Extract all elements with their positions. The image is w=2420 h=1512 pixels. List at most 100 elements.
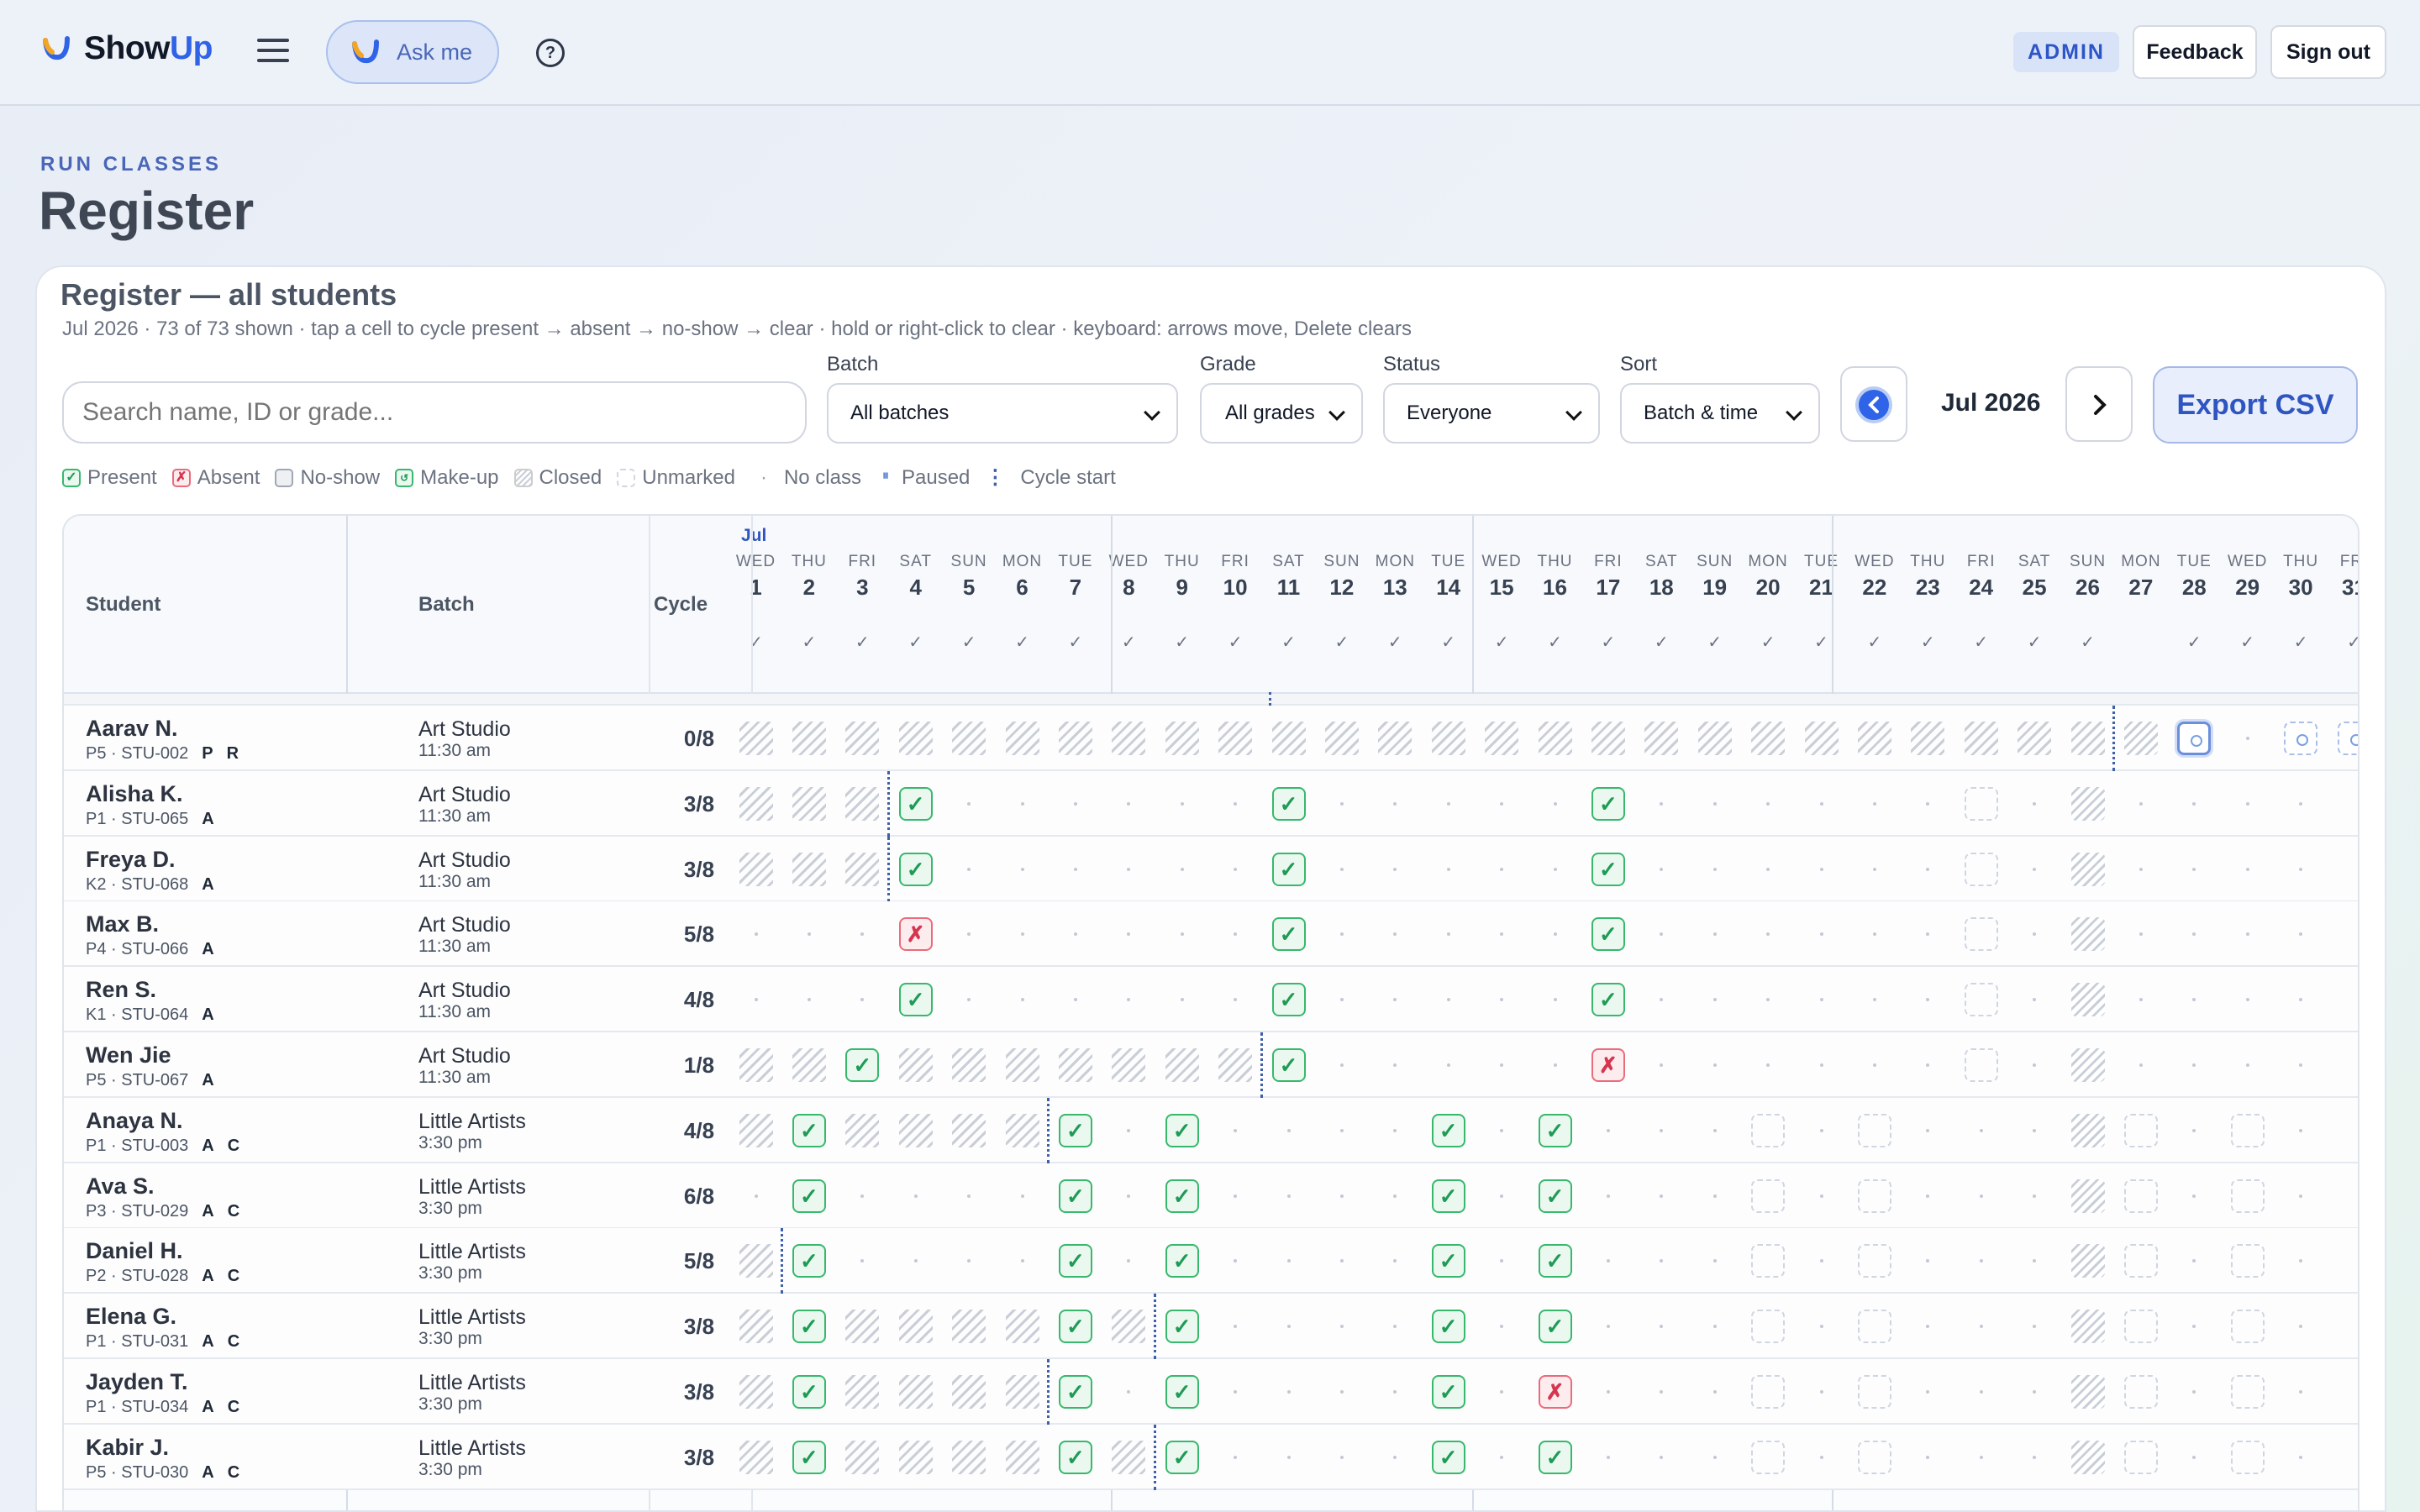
- closed-cell[interactable]: [2061, 1294, 2114, 1359]
- empty-cell[interactable]: [2114, 1359, 2167, 1425]
- paused-cell[interactable]: [1635, 706, 1688, 771]
- no-class-cell[interactable]: [836, 1228, 889, 1294]
- no-class-cell[interactable]: [1315, 901, 1368, 967]
- no-class-cell[interactable]: [1848, 901, 1901, 967]
- no-class-cell[interactable]: [1954, 1228, 2007, 1294]
- no-class-cell[interactable]: [1102, 1359, 1155, 1425]
- no-class-cell[interactable]: [1902, 1359, 1954, 1425]
- present-cell[interactable]: ✓: [1422, 1098, 1475, 1163]
- no-class-cell[interactable]: [1528, 901, 1581, 967]
- no-class-cell[interactable]: [1742, 1032, 1795, 1098]
- no-class-cell[interactable]: [1902, 1032, 1954, 1098]
- mark-all-check-icon[interactable]: ✓: [1121, 633, 1136, 652]
- no-class-cell[interactable]: [782, 967, 835, 1032]
- no-class-cell[interactable]: [1528, 967, 1581, 1032]
- no-class-cell[interactable]: [2008, 1032, 2061, 1098]
- no-class-cell[interactable]: [1795, 1359, 1848, 1425]
- no-class-cell[interactable]: [836, 901, 889, 967]
- no-class-cell[interactable]: [836, 1163, 889, 1229]
- feedback-button[interactable]: Feedback: [2133, 25, 2257, 79]
- paused-cell[interactable]: [943, 1294, 996, 1359]
- mark-all-check-icon[interactable]: ✓: [802, 633, 817, 652]
- empty-cell[interactable]: [1848, 1359, 1901, 1425]
- no-class-cell[interactable]: [1635, 1294, 1688, 1359]
- paused-cell[interactable]: [889, 1098, 942, 1163]
- paused-cell[interactable]: [1369, 706, 1422, 771]
- no-class-cell[interactable]: [1209, 1163, 1262, 1229]
- no-class-cell[interactable]: [1369, 1163, 1422, 1229]
- paused-cell[interactable]: [943, 1359, 996, 1425]
- help-icon[interactable]: ?: [536, 39, 565, 67]
- no-class-cell[interactable]: [1954, 1098, 2007, 1163]
- paused-cell[interactable]: [836, 1098, 889, 1163]
- paused-cell[interactable]: [782, 771, 835, 837]
- prev-month-button[interactable]: [1840, 366, 1907, 442]
- mark-all-check-icon[interactable]: ✓: [1760, 633, 1776, 652]
- no-class-cell[interactable]: [1635, 1359, 1688, 1425]
- no-class-cell[interactable]: [1581, 1098, 1634, 1163]
- no-class-cell[interactable]: [2008, 1163, 2061, 1229]
- closed-cell[interactable]: [2061, 1098, 2114, 1163]
- present-cell[interactable]: ✓: [1155, 1359, 1208, 1425]
- no-class-cell[interactable]: [1369, 1425, 1422, 1490]
- empty-cell[interactable]: [1848, 1098, 1901, 1163]
- empty-cell[interactable]: [2221, 1228, 2274, 1294]
- present-cell[interactable]: ✓: [782, 1228, 835, 1294]
- no-class-cell[interactable]: [1102, 1163, 1155, 1229]
- no-class-cell[interactable]: [1102, 1098, 1155, 1163]
- empty-cell[interactable]: [1742, 1098, 1795, 1163]
- empty-cell[interactable]: [2114, 1425, 2167, 1490]
- paused-cell[interactable]: [729, 1032, 782, 1098]
- present-cell[interactable]: ✓: [1049, 1294, 1102, 1359]
- no-class-cell[interactable]: [1848, 771, 1901, 837]
- no-class-cell[interactable]: [2008, 967, 2061, 1032]
- no-class-cell[interactable]: [943, 967, 996, 1032]
- no-class-cell[interactable]: [1422, 901, 1475, 967]
- closed-cell[interactable]: [2061, 771, 2114, 837]
- mark-all-check-icon[interactable]: ✓: [1601, 633, 1616, 652]
- sign-out-button[interactable]: Sign out: [2270, 25, 2386, 79]
- empty-cell[interactable]: [1954, 967, 2007, 1032]
- no-class-cell[interactable]: [1795, 1228, 1848, 1294]
- present-cell[interactable]: ✓: [1581, 837, 1634, 902]
- no-class-cell[interactable]: [1742, 837, 1795, 902]
- no-class-cell[interactable]: [1315, 837, 1368, 902]
- no-class-cell[interactable]: [2275, 1294, 2328, 1359]
- paused-cell[interactable]: [1528, 706, 1581, 771]
- mark-all-check-icon[interactable]: ✓: [1920, 633, 1935, 652]
- next-month-button[interactable]: [2065, 366, 2133, 442]
- no-class-cell[interactable]: [729, 1163, 782, 1229]
- no-class-cell[interactable]: [2008, 1359, 2061, 1425]
- paused-cell[interactable]: [943, 706, 996, 771]
- no-class-cell[interactable]: [1369, 1359, 1422, 1425]
- no-class-cell[interactable]: [2008, 1228, 2061, 1294]
- no-class-cell[interactable]: [782, 901, 835, 967]
- absent-cell[interactable]: ✗: [889, 901, 942, 967]
- present-cell[interactable]: ✓: [782, 1425, 835, 1490]
- no-class-cell[interactable]: [1742, 967, 1795, 1032]
- no-class-cell[interactable]: [1954, 1163, 2007, 1229]
- no-class-cell[interactable]: [2114, 967, 2167, 1032]
- no-class-cell[interactable]: [996, 967, 1049, 1032]
- no-class-cell[interactable]: [2114, 1032, 2167, 1098]
- no-class-cell[interactable]: [1476, 1032, 1528, 1098]
- paused-cell[interactable]: [2061, 706, 2114, 771]
- present-cell[interactable]: ✓: [782, 1294, 835, 1359]
- mark-all-check-icon[interactable]: ✓: [2027, 633, 2042, 652]
- mark-all-check-icon[interactable]: ✓: [2293, 633, 2308, 652]
- empty-cell[interactable]: [2114, 1294, 2167, 1359]
- no-class-cell[interactable]: [1688, 1163, 1741, 1229]
- mark-all-check-icon[interactable]: ✓: [1281, 633, 1296, 652]
- no-class-cell[interactable]: [1635, 1163, 1688, 1229]
- closed-cell[interactable]: [2114, 706, 2167, 771]
- present-cell[interactable]: ✓: [889, 771, 942, 837]
- empty-cell[interactable]: [1954, 837, 2007, 902]
- no-class-cell[interactable]: [2008, 1294, 2061, 1359]
- paused-cell[interactable]: [729, 1359, 782, 1425]
- empty-cell[interactable]: [1742, 1228, 1795, 1294]
- paused-cell[interactable]: [1848, 706, 1901, 771]
- no-class-cell[interactable]: [1476, 1425, 1528, 1490]
- student-name[interactable]: Elena G.: [86, 1304, 177, 1330]
- paused-cell[interactable]: [1209, 1032, 1262, 1098]
- no-class-cell[interactable]: [1315, 1425, 1368, 1490]
